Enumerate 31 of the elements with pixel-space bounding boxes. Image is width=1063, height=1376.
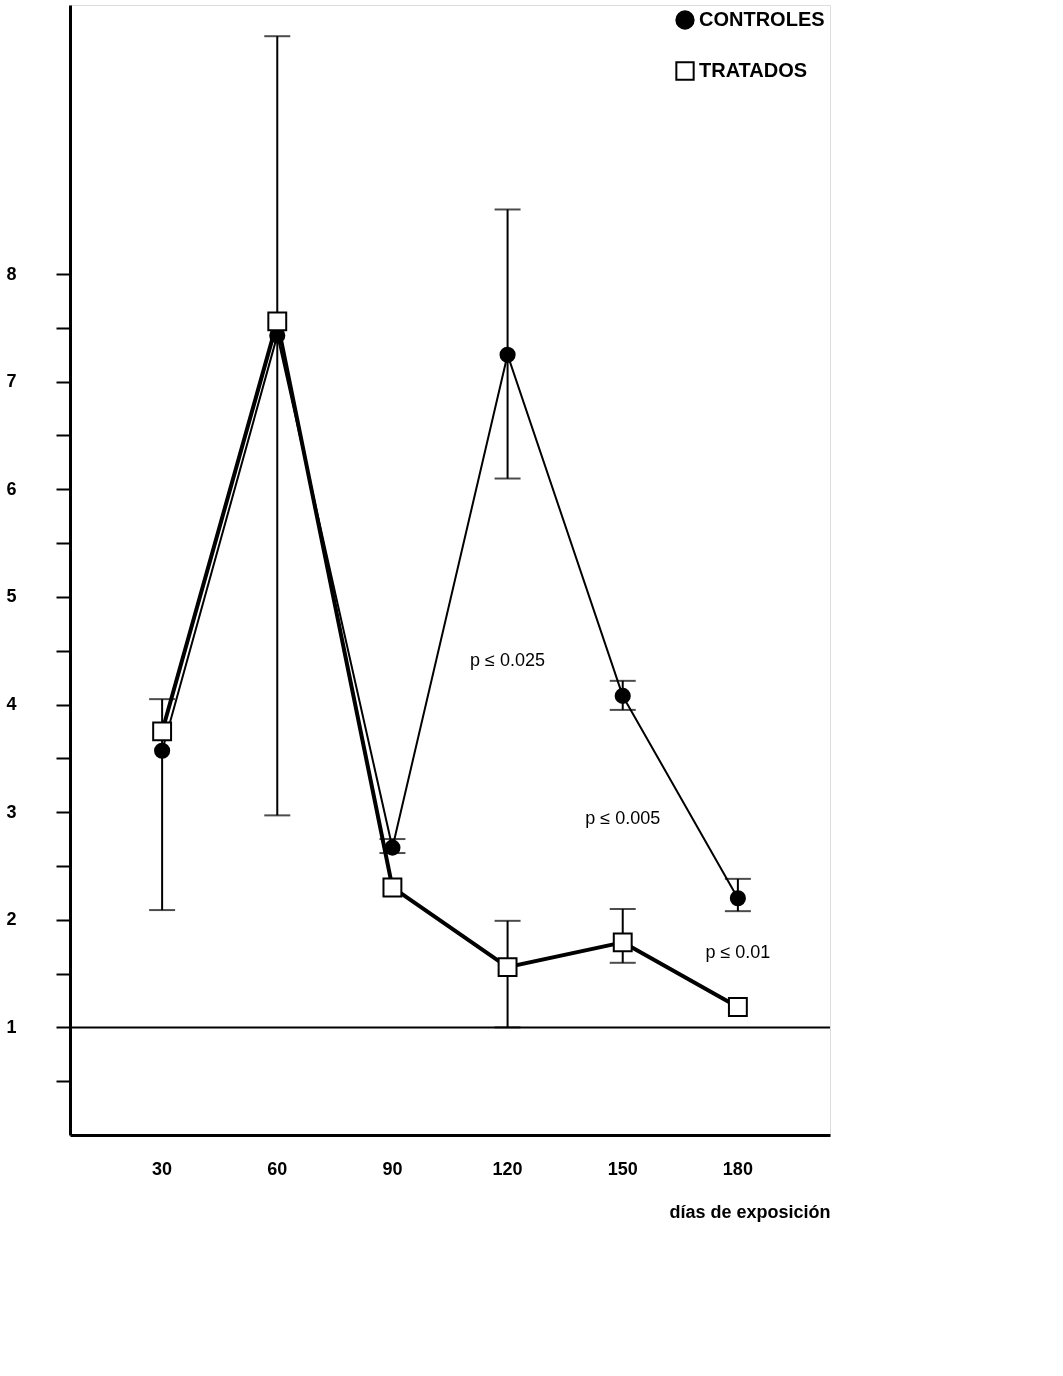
point: [729, 890, 746, 907]
y-tick-label: 6: [6, 478, 17, 499]
y-tick-label: 5: [6, 586, 17, 607]
point: [267, 311, 288, 332]
point: [612, 932, 633, 953]
point: [154, 742, 171, 759]
y-tick-label: 7: [6, 371, 17, 392]
point: [382, 877, 403, 898]
y-tick-label: 8: [6, 263, 17, 284]
point: [614, 687, 631, 704]
point: [727, 996, 748, 1017]
y-tick-label: 4: [6, 694, 17, 715]
annotation: p ≤ 0.025: [470, 649, 546, 670]
x-axis-title: días de exposición: [669, 1201, 831, 1222]
annotation: p ≤ 0.005: [585, 808, 661, 829]
legend-label: CONTROLES: [699, 8, 825, 30]
x-tick-label: 120: [492, 1158, 523, 1179]
x-tick-label: 30: [152, 1158, 173, 1179]
y-tick-label: 1: [6, 1016, 17, 1037]
point: [152, 721, 173, 742]
x-tick-label: 90: [382, 1158, 403, 1179]
point: [384, 839, 401, 856]
y-tick-label: 3: [6, 801, 17, 822]
legend-label: TRATADOS: [699, 59, 808, 81]
annotation: p ≤ 0.01: [705, 941, 771, 962]
x-tick-label: 60: [267, 1158, 288, 1179]
y-tick-label: 2: [6, 909, 17, 930]
x-tick-label: 150: [607, 1158, 638, 1179]
point: [497, 957, 518, 978]
point: [499, 346, 516, 363]
x-tick-label: 180: [722, 1158, 753, 1179]
